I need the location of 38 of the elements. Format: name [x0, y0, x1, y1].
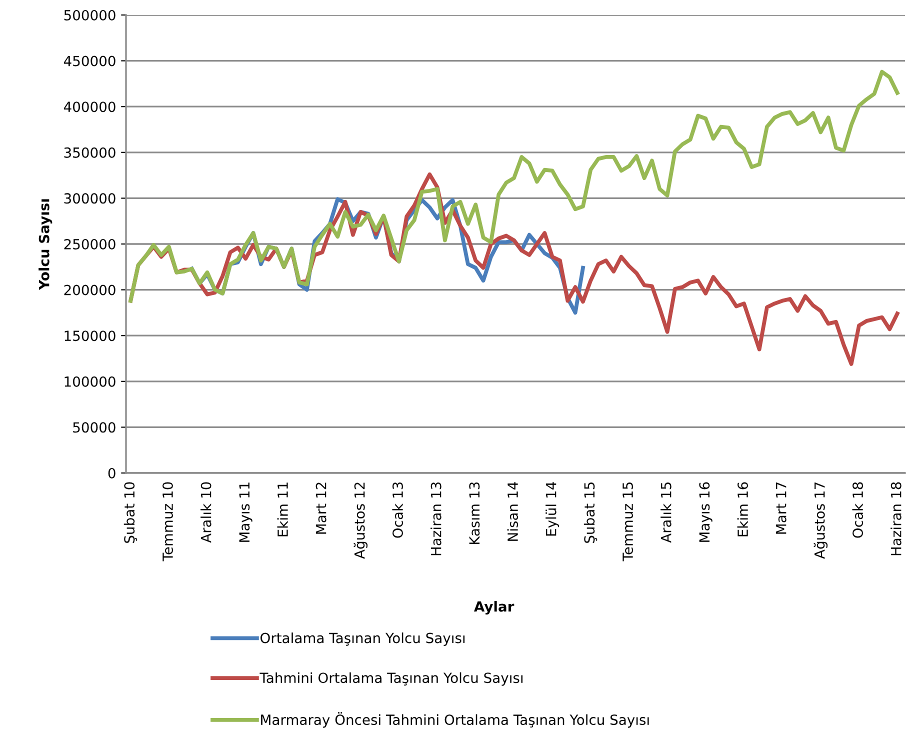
x-tick-label: Temmuz 15: [622, 482, 634, 562]
legend-label: Ortalama Taşınan Yolcu Sayısı: [260, 632, 465, 646]
x-tick-label: Haziran 13: [430, 482, 442, 556]
y-tick-label: 50000: [73, 422, 116, 433]
y-tick-label: 0: [108, 468, 116, 478]
x-tick-label: Ocak 13: [392, 482, 403, 538]
y-tick-label: 350000: [64, 147, 116, 158]
line-series: [128, 70, 900, 303]
x-tick-label: Şubat 10: [124, 482, 138, 543]
x-tick-label: Mayıs 16: [699, 482, 712, 542]
x-tick-label: Aralık 15: [660, 482, 672, 543]
y-tick-label: 100000: [64, 376, 116, 387]
y-tick-label: 500000: [64, 10, 116, 20]
x-tick-label: Mayıs 11: [239, 482, 252, 542]
x-tick-label: Temmuz 10: [162, 482, 173, 562]
y-axis-title: Yolcu Sayısı: [38, 199, 52, 290]
y-tick-label: 400000: [64, 102, 116, 112]
x-tick-label: Ekim 11: [277, 482, 288, 536]
x-axis-title: Aylar: [474, 601, 514, 615]
x-tick-label: Nisan 14: [507, 482, 518, 541]
y-tick-label: 450000: [64, 56, 116, 66]
x-tick-label: Ocak 18: [852, 482, 864, 538]
x-tick-label: Şubat 15: [584, 482, 598, 543]
x-tick-label: Mart 12: [316, 482, 326, 534]
x-tick-label: Mart 17: [776, 482, 786, 534]
y-tick-label: 200000: [64, 284, 116, 296]
y-tick-label: 150000: [64, 330, 116, 342]
x-tick-label: Aralık 10: [200, 482, 212, 543]
x-tick-label: Eylül 14: [546, 482, 560, 536]
x-tick-label: Ekim 16: [737, 482, 748, 536]
y-tick-label: 300000: [64, 193, 116, 204]
x-tick-label: Kasım 13: [469, 482, 480, 544]
x-tick-label: Ağustos 12: [354, 482, 368, 559]
legend-label: Marmaray Öncesi Tahmini Ortalama Taşınan Yolcu Sayısı: [261, 712, 649, 728]
y-tick-label: 250000: [64, 238, 116, 250]
x-tick-label: Haziran 18: [890, 482, 902, 556]
x-tick-label: Ağustos 17: [814, 482, 828, 559]
legend-label: Tahmini Ortalama Taşınan Yolcu Sayısı: [260, 672, 522, 686]
